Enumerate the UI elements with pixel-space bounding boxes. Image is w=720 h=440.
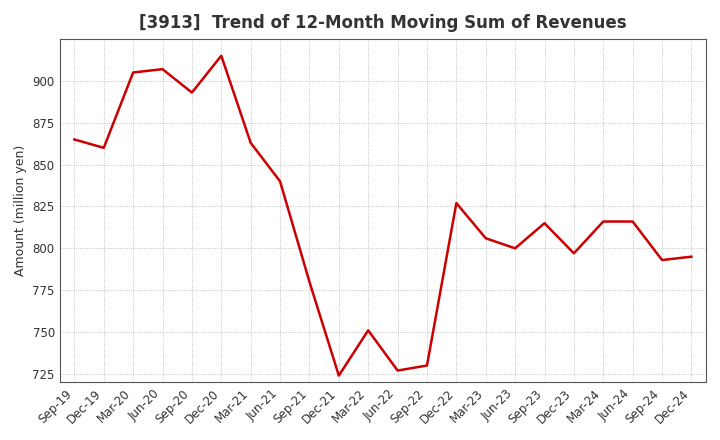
Y-axis label: Amount (million yen): Amount (million yen) bbox=[14, 145, 27, 276]
Title: [3913]  Trend of 12-Month Moving Sum of Revenues: [3913] Trend of 12-Month Moving Sum of R… bbox=[139, 14, 626, 32]
